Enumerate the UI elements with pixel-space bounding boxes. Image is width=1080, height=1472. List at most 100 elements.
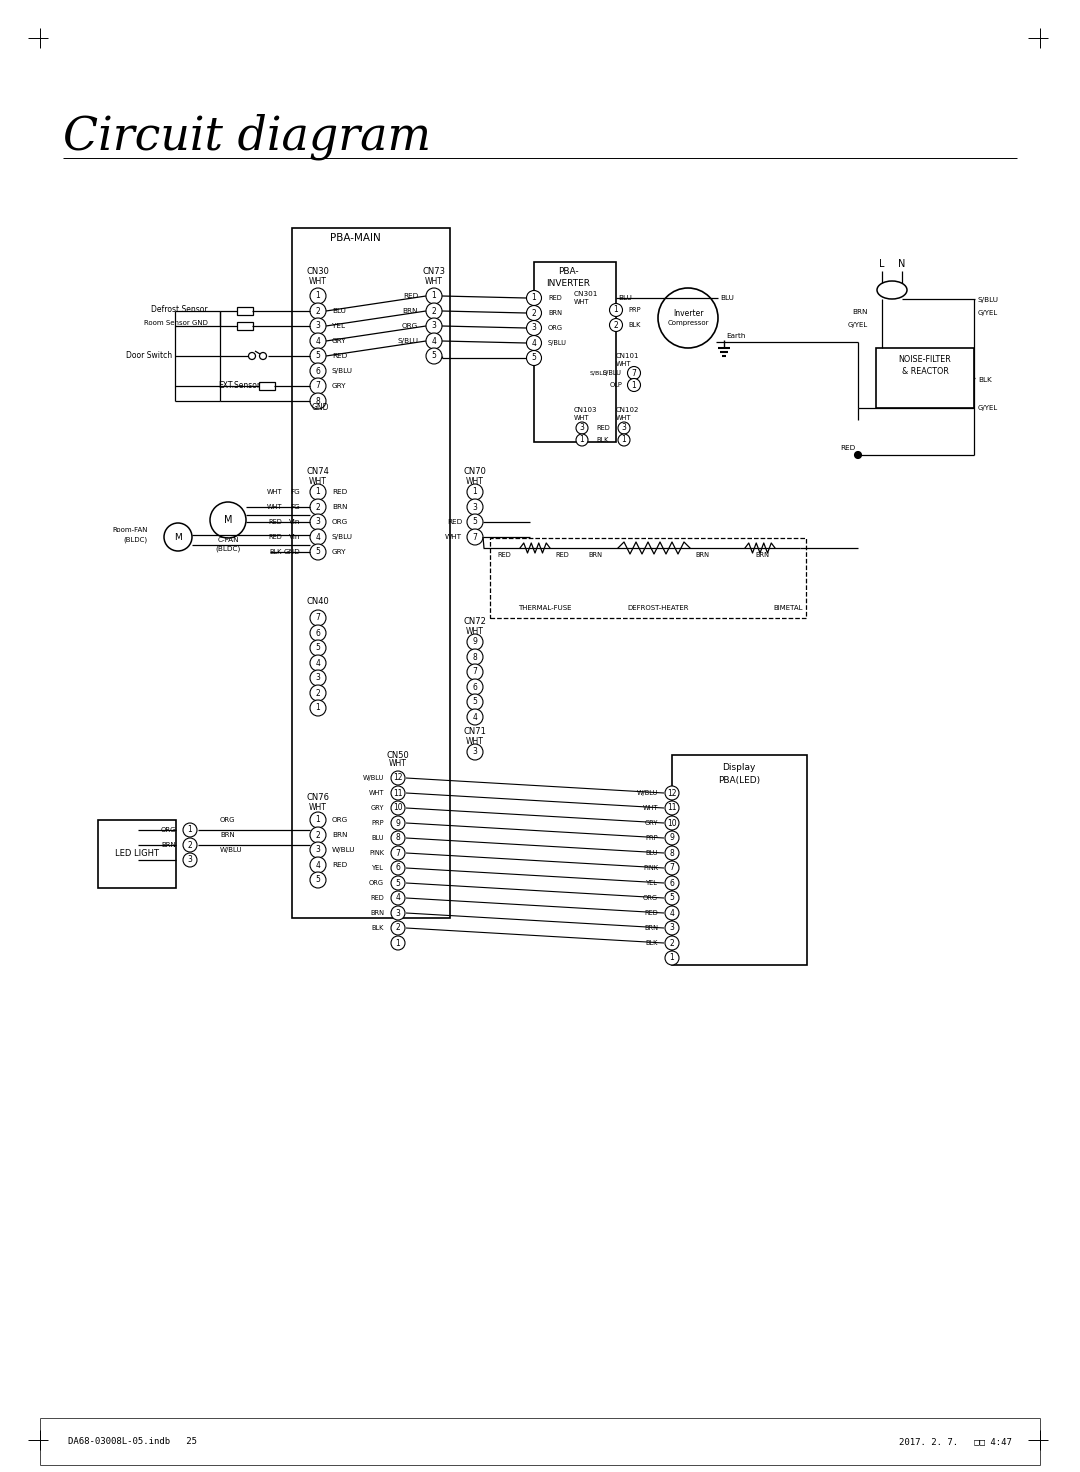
- Circle shape: [665, 951, 679, 966]
- Text: 6: 6: [315, 367, 321, 375]
- Text: ORG: ORG: [402, 322, 418, 330]
- Text: 5: 5: [315, 548, 321, 556]
- Text: Vin: Vin: [288, 534, 300, 540]
- Text: 1: 1: [580, 436, 584, 445]
- Circle shape: [310, 670, 326, 686]
- Text: GND: GND: [312, 403, 329, 412]
- Circle shape: [391, 921, 405, 935]
- Text: WHT: WHT: [616, 415, 632, 421]
- Text: YEL: YEL: [646, 880, 658, 886]
- Text: 7: 7: [315, 614, 321, 623]
- Text: Defrost Sensor: Defrost Sensor: [151, 305, 208, 314]
- Text: BLU: BLU: [618, 294, 632, 300]
- Circle shape: [183, 852, 197, 867]
- Text: N: N: [899, 259, 906, 269]
- Text: 1: 1: [315, 487, 321, 496]
- Text: PINK: PINK: [369, 849, 384, 857]
- Circle shape: [665, 815, 679, 830]
- Text: 11: 11: [667, 804, 677, 813]
- Text: FG: FG: [291, 489, 300, 495]
- Text: 4: 4: [531, 339, 537, 347]
- Text: BIMETAL: BIMETAL: [773, 605, 802, 611]
- Text: 3: 3: [473, 748, 477, 757]
- Circle shape: [248, 352, 256, 359]
- Text: Compressor: Compressor: [667, 319, 708, 325]
- Text: 1: 1: [632, 380, 636, 390]
- Circle shape: [391, 786, 405, 799]
- Text: G/YEL: G/YEL: [848, 322, 868, 328]
- Text: 3: 3: [622, 424, 626, 433]
- Text: NOISE-FILTER: NOISE-FILTER: [899, 356, 951, 365]
- Circle shape: [665, 846, 679, 860]
- Circle shape: [576, 422, 588, 434]
- Text: WHT: WHT: [643, 805, 658, 811]
- Text: BLK: BLK: [372, 924, 384, 930]
- Circle shape: [183, 823, 197, 838]
- Text: ORG: ORG: [332, 817, 348, 823]
- Circle shape: [527, 321, 541, 336]
- Text: 3: 3: [580, 424, 584, 433]
- Text: 2: 2: [188, 841, 192, 849]
- Text: GRY: GRY: [332, 339, 347, 344]
- Text: WHT: WHT: [267, 489, 282, 495]
- Text: BRN: BRN: [370, 910, 384, 916]
- Bar: [534, 262, 616, 442]
- Text: 7: 7: [395, 848, 401, 858]
- Circle shape: [627, 367, 640, 380]
- Text: DEFROST-HEATER: DEFROST-HEATER: [627, 605, 689, 611]
- Text: GRY: GRY: [645, 820, 658, 826]
- Circle shape: [310, 484, 326, 500]
- Circle shape: [164, 523, 192, 551]
- Text: RED: RED: [403, 293, 418, 299]
- Circle shape: [391, 832, 405, 845]
- Circle shape: [310, 857, 326, 873]
- Text: YEL: YEL: [373, 866, 384, 871]
- Text: GND: GND: [283, 549, 300, 555]
- Text: WHT: WHT: [267, 503, 282, 509]
- Text: 4: 4: [315, 533, 321, 542]
- Text: 4: 4: [473, 712, 477, 721]
- Circle shape: [310, 640, 326, 657]
- Text: 4: 4: [395, 894, 401, 902]
- Text: BLU: BLU: [372, 835, 384, 841]
- Text: RED: RED: [268, 534, 282, 540]
- Circle shape: [576, 434, 588, 446]
- Circle shape: [391, 876, 405, 891]
- Circle shape: [391, 936, 405, 949]
- Text: 6: 6: [670, 879, 674, 888]
- Text: 4: 4: [432, 337, 436, 346]
- Text: S/BLU: S/BLU: [590, 371, 608, 375]
- Text: 5: 5: [315, 352, 321, 361]
- Text: 2: 2: [395, 923, 401, 932]
- Circle shape: [310, 684, 326, 701]
- Text: 10: 10: [667, 818, 677, 827]
- Text: 7: 7: [670, 864, 674, 873]
- Text: BRN: BRN: [588, 552, 602, 558]
- Text: W/BLU: W/BLU: [363, 774, 384, 782]
- Circle shape: [665, 876, 679, 891]
- Text: 8: 8: [473, 652, 477, 661]
- Text: 2: 2: [613, 321, 619, 330]
- Text: 12: 12: [393, 773, 403, 783]
- Text: C-FAN: C-FAN: [217, 537, 239, 543]
- Text: Vin: Vin: [288, 520, 300, 526]
- Circle shape: [665, 832, 679, 845]
- Text: CN73: CN73: [422, 268, 446, 277]
- Circle shape: [310, 289, 326, 305]
- Bar: [237, 308, 253, 315]
- Text: 1: 1: [315, 704, 321, 712]
- Text: WHT: WHT: [573, 299, 590, 305]
- Text: INVERTER: INVERTER: [546, 278, 590, 287]
- Circle shape: [658, 289, 718, 347]
- Circle shape: [310, 871, 326, 888]
- Circle shape: [467, 514, 483, 530]
- Text: 7: 7: [315, 381, 321, 390]
- Text: OLP: OLP: [609, 383, 622, 389]
- Circle shape: [391, 891, 405, 905]
- Text: 1: 1: [473, 487, 477, 496]
- Text: CN301: CN301: [573, 291, 598, 297]
- Text: FG: FG: [291, 503, 300, 509]
- Circle shape: [310, 333, 326, 349]
- Bar: [490, 537, 806, 618]
- Text: CN76: CN76: [307, 793, 329, 802]
